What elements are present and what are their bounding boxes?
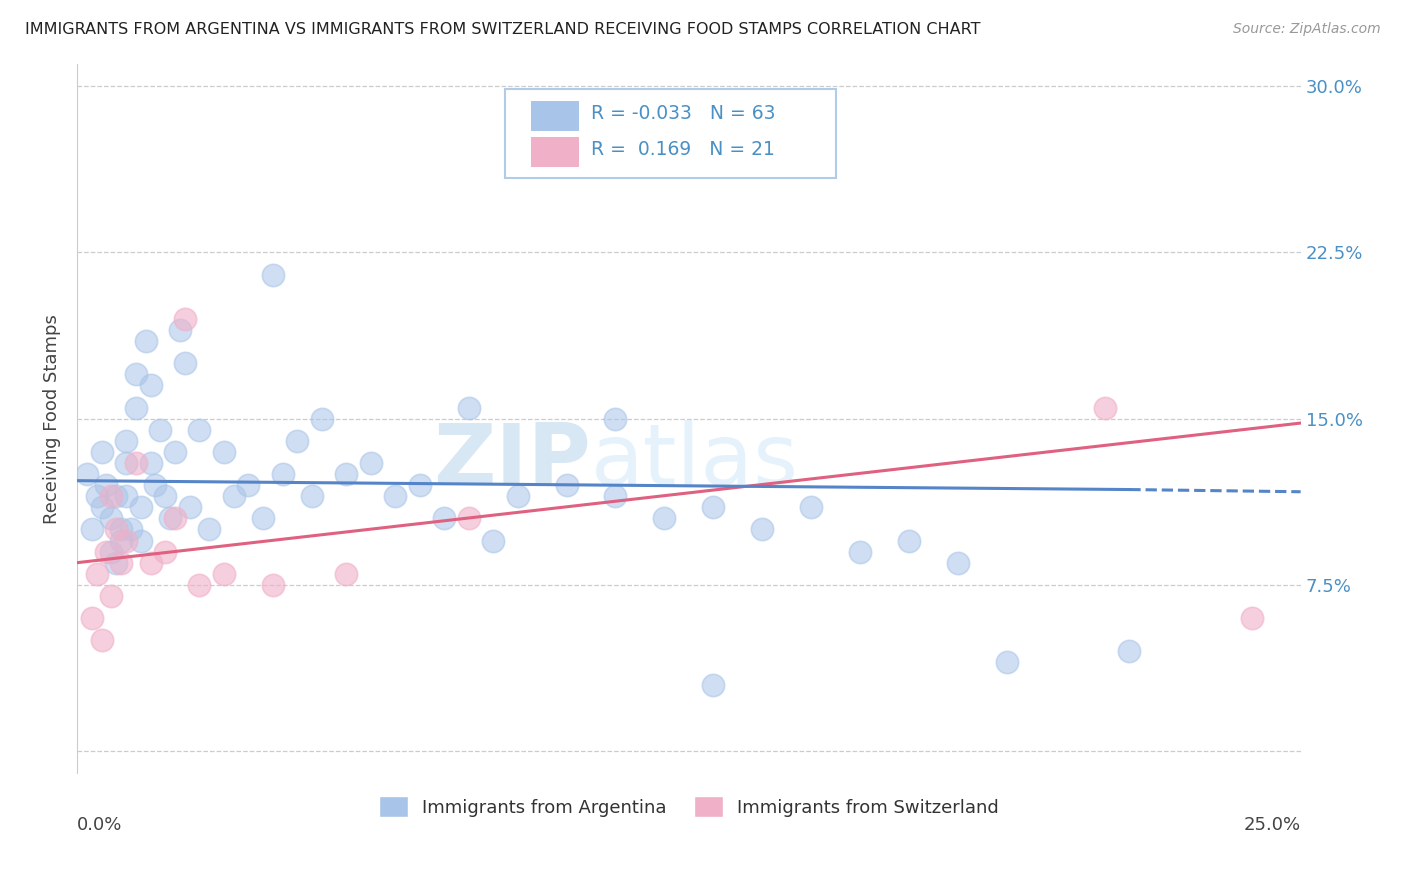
Point — [115, 456, 138, 470]
Point — [301, 489, 323, 503]
Point — [198, 523, 221, 537]
Point — [110, 523, 132, 537]
Point — [80, 523, 103, 537]
Point — [898, 533, 921, 548]
Text: Source: ZipAtlas.com: Source: ZipAtlas.com — [1233, 22, 1381, 37]
Point — [335, 467, 357, 481]
Point — [271, 467, 294, 481]
Point — [605, 489, 627, 503]
Point — [163, 511, 186, 525]
FancyBboxPatch shape — [505, 89, 835, 178]
Point — [212, 566, 235, 581]
Point — [212, 445, 235, 459]
Point — [90, 633, 112, 648]
Point — [120, 523, 142, 537]
Point — [457, 511, 479, 525]
Point — [222, 489, 245, 503]
Point — [1240, 611, 1263, 625]
Text: atlas: atlas — [591, 419, 799, 503]
Point — [105, 556, 128, 570]
Point — [110, 556, 132, 570]
Point — [995, 656, 1018, 670]
Point — [384, 489, 406, 503]
Point — [115, 434, 138, 448]
Y-axis label: Receiving Food Stamps: Receiving Food Stamps — [44, 314, 60, 524]
Point — [115, 533, 138, 548]
FancyBboxPatch shape — [531, 102, 579, 131]
Point — [105, 523, 128, 537]
Point — [360, 456, 382, 470]
Point — [135, 334, 157, 348]
Point — [100, 589, 122, 603]
Point — [153, 489, 176, 503]
Text: ZIP: ZIP — [433, 419, 591, 503]
Point — [169, 323, 191, 337]
Point — [125, 401, 148, 415]
Point — [702, 500, 724, 515]
Point — [100, 544, 122, 558]
Point — [262, 578, 284, 592]
Point — [457, 401, 479, 415]
Point — [86, 489, 108, 503]
Point — [125, 368, 148, 382]
Point — [110, 533, 132, 548]
Text: R = -0.033   N = 63: R = -0.033 N = 63 — [591, 104, 776, 123]
Point — [125, 456, 148, 470]
Point — [86, 566, 108, 581]
Point — [262, 268, 284, 282]
Point — [149, 423, 172, 437]
Point — [506, 489, 529, 503]
Point — [90, 500, 112, 515]
Point — [188, 423, 211, 437]
Point — [408, 478, 430, 492]
Point — [482, 533, 505, 548]
Point — [1094, 401, 1116, 415]
Text: R =  0.169   N = 21: R = 0.169 N = 21 — [591, 140, 775, 159]
Point — [285, 434, 308, 448]
Point — [96, 544, 118, 558]
Point — [173, 312, 195, 326]
Point — [849, 544, 872, 558]
Point — [179, 500, 201, 515]
Point — [654, 511, 676, 525]
Point — [555, 478, 578, 492]
Text: 0.0%: 0.0% — [77, 816, 122, 834]
Point — [139, 378, 162, 392]
FancyBboxPatch shape — [531, 136, 579, 167]
Point — [702, 677, 724, 691]
Point — [163, 445, 186, 459]
Point — [76, 467, 98, 481]
Point — [129, 533, 152, 548]
Point — [188, 578, 211, 592]
Point — [100, 511, 122, 525]
Point — [173, 356, 195, 370]
Point — [605, 411, 627, 425]
Point — [96, 478, 118, 492]
Point — [1118, 644, 1140, 658]
Point — [311, 411, 333, 425]
Point — [105, 489, 128, 503]
Text: IMMIGRANTS FROM ARGENTINA VS IMMIGRANTS FROM SWITZERLAND RECEIVING FOOD STAMPS C: IMMIGRANTS FROM ARGENTINA VS IMMIGRANTS … — [25, 22, 981, 37]
Point — [80, 611, 103, 625]
Point — [129, 500, 152, 515]
Point — [751, 523, 773, 537]
Point — [433, 511, 456, 525]
Point — [252, 511, 274, 525]
Point — [100, 489, 122, 503]
Point — [153, 544, 176, 558]
Point — [159, 511, 181, 525]
Point — [145, 478, 167, 492]
Point — [800, 500, 823, 515]
Point — [238, 478, 260, 492]
Legend: Immigrants from Argentina, Immigrants from Switzerland: Immigrants from Argentina, Immigrants fr… — [371, 789, 1007, 824]
Point — [90, 445, 112, 459]
Point — [946, 556, 969, 570]
Point — [115, 489, 138, 503]
Point — [139, 456, 162, 470]
Point — [335, 566, 357, 581]
Text: 25.0%: 25.0% — [1243, 816, 1301, 834]
Point — [139, 556, 162, 570]
